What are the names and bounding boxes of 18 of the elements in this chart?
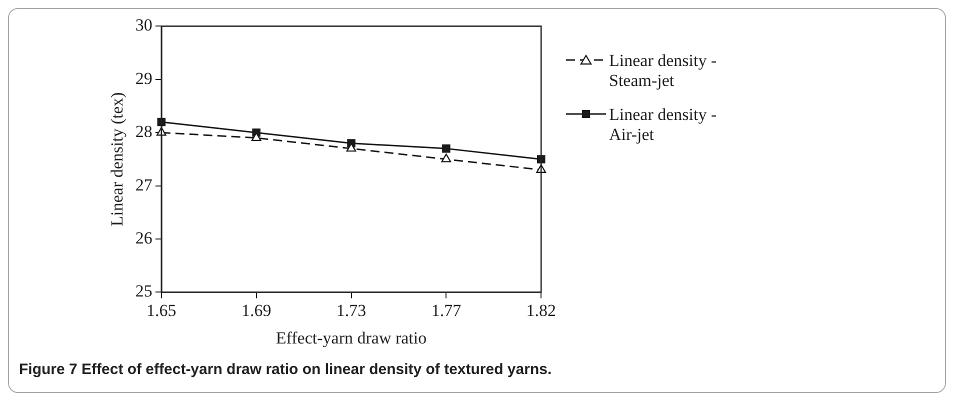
point [442,144,450,153]
y-axis-title: Linear density (tex) [108,92,127,226]
legend-label: Linear density - Steam-jet [609,51,718,91]
x-axis-title: Effect-yarn draw ratio [276,328,427,348]
x-tick-label: 1.65 [146,300,176,320]
x-tick-label: 1.77 [431,300,462,320]
y-tick-label: 27 [135,175,153,194]
y-tick-label: 28 [135,122,152,142]
y-tick-label: 25 [135,282,152,301]
x-tick-label: 1.82 [526,300,556,320]
y-tick-label: 29 [135,68,152,88]
legend-label: Linear density - Air-jet [609,105,718,145]
point [441,154,452,162]
y-tick-label: 30 [135,16,152,35]
caption: Figure 7 Effect of effect-yarn draw ratio on linear density of textured yarns. [19,361,552,378]
x-tick-label: 1.73 [336,300,366,320]
y-tick-label: 26 [135,228,152,248]
x-tick-label: 1.69 [241,300,272,320]
